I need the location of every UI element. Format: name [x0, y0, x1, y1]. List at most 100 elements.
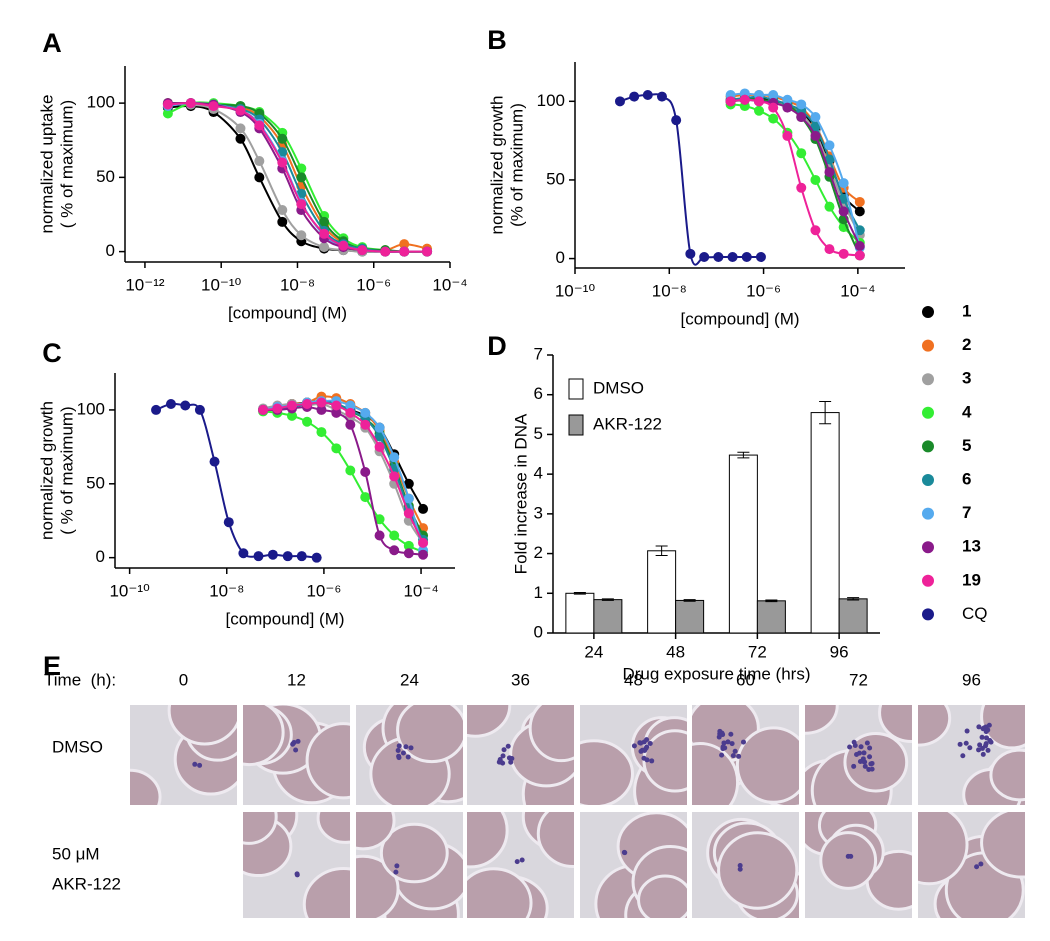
data-point: [403, 493, 414, 504]
x-axis-label: [compound] (M): [228, 303, 347, 322]
data-point: [258, 404, 269, 415]
parasite: [867, 745, 873, 751]
data-point: [357, 245, 368, 256]
legend-marker: [922, 306, 934, 318]
legend-marker: [922, 373, 934, 386]
data-point: [316, 397, 327, 408]
red-cell: [536, 812, 574, 869]
data-point: [151, 404, 162, 415]
micrograph: [580, 705, 687, 805]
red-cell: [580, 739, 634, 805]
legend-label: 4: [962, 402, 972, 421]
y-axis-label: normalized uptake: [37, 95, 56, 234]
data-point: [345, 419, 356, 430]
data-point: [699, 251, 710, 262]
parasite: [295, 738, 301, 744]
parasite: [732, 748, 738, 754]
parasite: [976, 724, 982, 730]
parasite: [980, 751, 986, 757]
data-point: [741, 251, 752, 262]
data-point: [331, 400, 342, 411]
parasite: [509, 756, 515, 762]
parasite: [519, 857, 525, 863]
micrograph: [243, 705, 350, 805]
y-axis-label: normalized growth: [37, 401, 56, 540]
data-point: [254, 120, 265, 131]
parasite: [403, 744, 409, 750]
parasite: [985, 727, 991, 733]
time-value: 96: [962, 670, 981, 689]
data-point: [796, 112, 807, 123]
red-cell: [396, 705, 463, 764]
red-cell: [642, 729, 687, 793]
red-cell: [467, 867, 533, 918]
series: [258, 396, 429, 556]
data-point: [223, 517, 234, 528]
y-tick-label: 4: [534, 464, 543, 483]
fit-curve: [730, 95, 861, 231]
parasite: [722, 745, 728, 751]
data-point: [727, 251, 738, 262]
parasite: [974, 864, 980, 870]
parasite: [982, 743, 988, 749]
y-tick-label: 6: [534, 384, 543, 403]
data-point: [854, 240, 865, 251]
parasite: [408, 745, 414, 751]
series: [725, 93, 865, 261]
x-tick-label: 10⁻⁶: [746, 281, 781, 300]
parasite: [631, 743, 637, 749]
data-point: [272, 403, 283, 414]
data-point: [418, 503, 429, 514]
parasite: [729, 741, 735, 747]
x-tick-label: 72: [748, 642, 767, 661]
parasite: [716, 734, 722, 740]
parasite: [985, 747, 991, 753]
data-point: [360, 419, 371, 430]
y-tick-label: 0: [96, 547, 105, 566]
data-point: [796, 99, 807, 110]
bar: [728, 454, 758, 634]
x-tick-label: 10⁻¹⁰: [555, 281, 596, 300]
data-point: [374, 441, 385, 452]
x-tick-label: 10⁻⁴: [840, 281, 875, 300]
data-point: [768, 113, 779, 124]
data-point: [389, 530, 400, 541]
error-bar: [737, 451, 750, 459]
data-point: [277, 133, 288, 144]
red-cell: [989, 748, 1025, 802]
data-point: [374, 422, 385, 433]
legend-swatch: [568, 414, 584, 436]
y-tick-label: 100: [537, 91, 565, 110]
data-point: [277, 157, 288, 168]
y-axis-label: (% of maximum): [507, 103, 526, 227]
parasite: [851, 763, 857, 769]
y-tick-label: 5: [534, 424, 543, 443]
y-tick-label: 2: [534, 543, 543, 562]
data-point: [389, 452, 400, 463]
parasite: [978, 861, 984, 867]
parasite: [500, 753, 506, 759]
data-point: [782, 94, 793, 105]
x-tick-label: 10⁻⁶: [356, 275, 391, 294]
y-tick-label: 100: [87, 93, 115, 112]
x-tick-label: 48: [666, 642, 685, 661]
legend-label: AKR-122: [593, 414, 662, 433]
micrograph: [467, 705, 574, 805]
parasite: [293, 747, 299, 753]
data-point: [768, 102, 779, 113]
parasite: [498, 759, 504, 765]
red-cell: [692, 742, 740, 805]
data-point: [824, 244, 835, 255]
red-cell: [528, 705, 574, 763]
data-point: [360, 492, 371, 503]
panel-letter: D: [487, 331, 507, 361]
series: [258, 397, 429, 548]
data-point: [208, 101, 219, 112]
data-point: [277, 216, 288, 227]
micrograph: [580, 812, 687, 918]
data-point: [389, 471, 400, 482]
data-point: [810, 225, 821, 236]
fit-curve: [155, 402, 317, 559]
parasite: [847, 744, 853, 750]
data-point: [194, 404, 205, 415]
